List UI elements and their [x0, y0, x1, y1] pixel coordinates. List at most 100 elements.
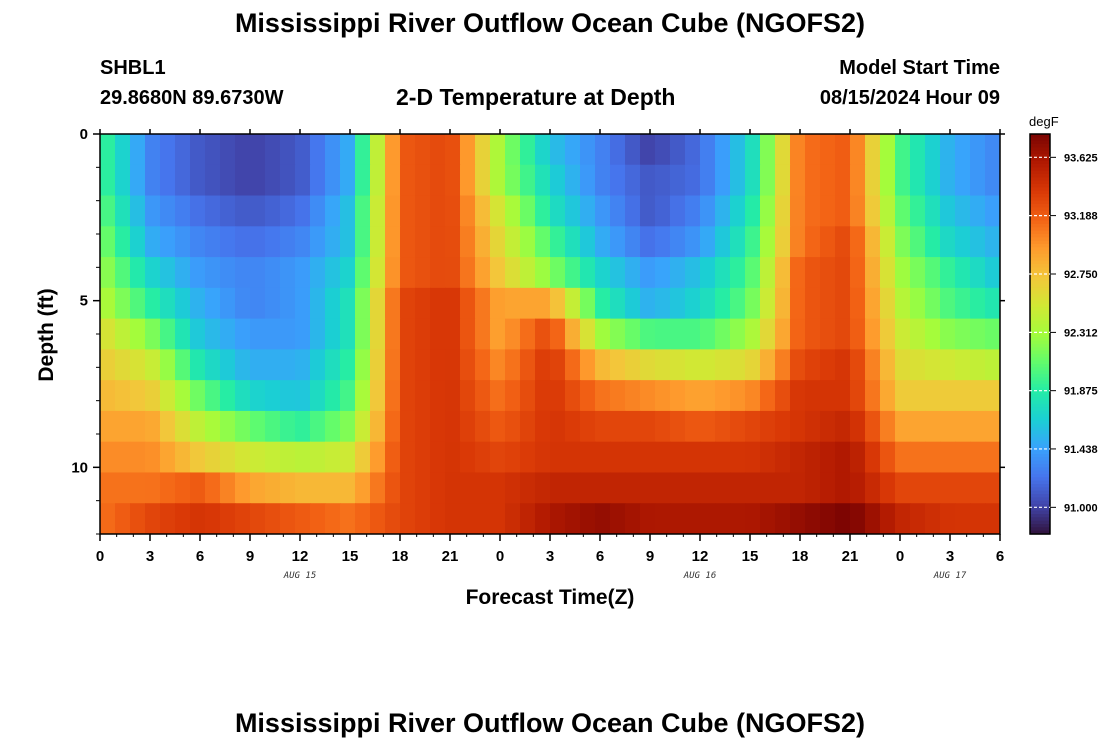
heatmap-cell [760, 410, 776, 443]
heatmap-cell [115, 441, 131, 474]
heatmap-cell [865, 441, 881, 474]
colorbar-segment [1030, 514, 1050, 518]
heatmap-cell [430, 349, 446, 381]
heatmap-cell [520, 226, 536, 258]
heatmap-cell [790, 257, 806, 289]
heatmap-cell [250, 441, 266, 474]
colorbar-segment [1030, 250, 1050, 255]
heatmap-cell [850, 287, 866, 320]
heatmap-cell [340, 226, 356, 258]
heatmap-cell [175, 226, 191, 258]
heatmap-cell [250, 195, 266, 227]
heatmap-cell [610, 349, 626, 381]
heatmap-cell [640, 472, 656, 504]
colorbar-segment [1030, 507, 1050, 512]
heatmap-cell [940, 318, 956, 350]
heatmap-cell [310, 349, 326, 381]
heatmap-cell [640, 287, 656, 320]
colorbar-segment [1030, 264, 1050, 268]
heatmap-cell [340, 380, 356, 412]
heatmap-cell [235, 195, 251, 227]
heatmap-cell [715, 195, 731, 227]
heatmap-cell [565, 195, 581, 227]
heatmap-cell [205, 410, 221, 443]
heatmap-cell [790, 195, 806, 227]
heatmap-cell [610, 195, 626, 227]
heatmap-cell [295, 503, 311, 534]
colorbar-segment [1030, 367, 1050, 372]
heatmap-cell [445, 257, 461, 289]
heatmap-cell [115, 164, 131, 197]
heatmap-cell [895, 226, 911, 258]
heatmap-cell [700, 410, 716, 443]
x-tick-label: 6 [196, 548, 204, 565]
heatmap-cell [235, 287, 251, 320]
heatmap-cell [835, 441, 851, 474]
x-tick-label: 3 [546, 548, 554, 565]
heatmap-cell [520, 380, 536, 412]
heatmap-cell [730, 349, 746, 381]
heatmap-cell [430, 226, 446, 258]
heatmap-cell [220, 226, 236, 258]
colorbar-segment [1030, 154, 1050, 158]
heatmap-cell [595, 195, 611, 227]
heatmap-cell [730, 410, 746, 443]
heatmap-cell [670, 441, 686, 474]
heatmap-cell [310, 380, 326, 412]
heatmap-cell [865, 195, 881, 227]
heatmap-cell [835, 164, 851, 197]
heatmap-cell [625, 318, 641, 350]
heatmap-cell [115, 318, 131, 350]
heatmap-cell [490, 349, 506, 381]
heatmap-cell [550, 164, 566, 197]
heatmap-cell [775, 349, 791, 381]
heatmap-cell [400, 257, 416, 289]
heatmap-cell [670, 349, 686, 381]
heatmap-cell [715, 472, 731, 504]
heatmap-cell [490, 287, 506, 320]
colorbar-segment [1030, 467, 1050, 472]
colorbar-segment [1030, 137, 1050, 142]
heatmap-cell [880, 318, 896, 350]
heatmap-cell [205, 349, 221, 381]
heatmap-cell [115, 380, 131, 412]
heatmap-cell [565, 503, 581, 534]
heatmap-cell [955, 287, 971, 320]
heatmap-cell [700, 257, 716, 289]
heatmap-cell [655, 164, 671, 197]
heatmap-cell [400, 410, 416, 443]
heatmap-cell [640, 503, 656, 534]
heatmap-cell [550, 349, 566, 381]
heatmap-cell [205, 226, 221, 258]
heatmap-cell [490, 164, 506, 197]
heatmap-cell [745, 257, 761, 289]
heatmap-cell [505, 287, 521, 320]
chart-title: 2-D Temperature at Depth [396, 84, 676, 110]
heatmap-cell [850, 503, 866, 534]
x-tick-label: 3 [146, 548, 154, 565]
colorbar-segment [1030, 387, 1050, 392]
heatmap-cell [400, 195, 416, 227]
heatmap-cell [670, 318, 686, 350]
heatmap-cell [475, 441, 491, 474]
heatmap-cell [910, 349, 926, 381]
heatmap-cell [805, 503, 821, 534]
heatmap-cell [640, 349, 656, 381]
colorbar-segment [1030, 297, 1050, 302]
heatmap-cell [325, 380, 341, 412]
heatmap-cell [745, 226, 761, 258]
heatmap-cell [610, 226, 626, 258]
heatmap-cell [655, 349, 671, 381]
heatmap-cell [985, 472, 1000, 504]
heatmap-cell [595, 472, 611, 504]
model-start-value: 08/15/2024 Hour 09 [819, 87, 1000, 109]
colorbar-frame [1029, 133, 1051, 535]
heatmap-cell [475, 195, 491, 227]
heatmap-cell [400, 287, 416, 320]
heatmap-cell [760, 472, 776, 504]
x-tick-label: 0 [896, 548, 904, 565]
heatmap-cell [625, 380, 641, 412]
heatmap-cell [430, 134, 446, 166]
heatmap-cell [250, 257, 266, 289]
heatmap-cell [115, 410, 131, 443]
